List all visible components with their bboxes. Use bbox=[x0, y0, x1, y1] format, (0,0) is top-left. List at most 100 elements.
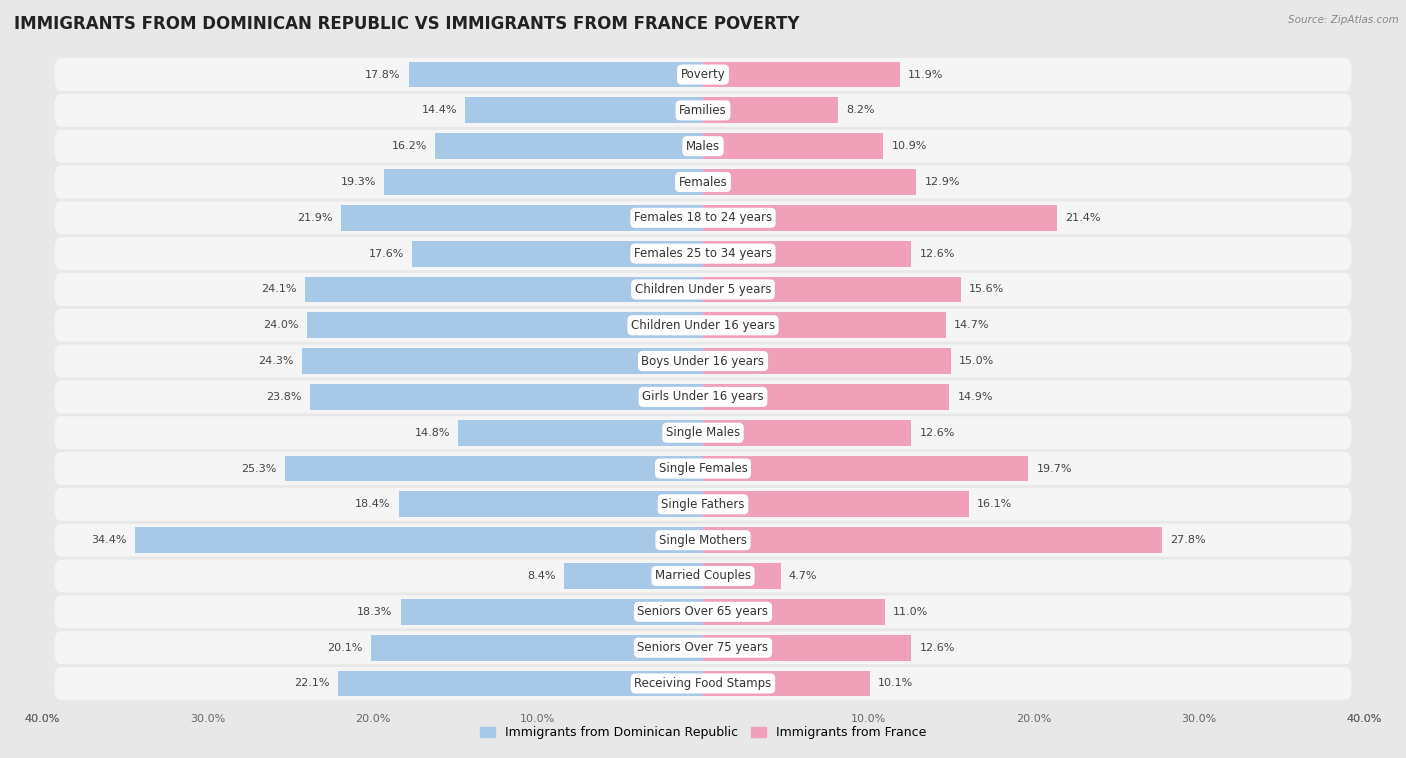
Text: Single Females: Single Females bbox=[658, 462, 748, 475]
Bar bbox=[409, 61, 703, 87]
Bar bbox=[337, 671, 703, 697]
Text: 18.4%: 18.4% bbox=[356, 500, 391, 509]
Bar bbox=[399, 491, 703, 517]
Text: Single Mothers: Single Mothers bbox=[659, 534, 747, 547]
Bar bbox=[703, 563, 780, 589]
FancyBboxPatch shape bbox=[55, 237, 1351, 270]
FancyBboxPatch shape bbox=[55, 94, 1351, 127]
Text: Married Couples: Married Couples bbox=[655, 569, 751, 582]
Legend: Immigrants from Dominican Republic, Immigrants from France: Immigrants from Dominican Republic, Immi… bbox=[475, 722, 931, 744]
Bar bbox=[703, 277, 960, 302]
Text: 8.2%: 8.2% bbox=[846, 105, 875, 115]
Text: 17.8%: 17.8% bbox=[366, 70, 401, 80]
Text: Seniors Over 75 years: Seniors Over 75 years bbox=[637, 641, 769, 654]
Bar bbox=[703, 456, 1028, 481]
Text: 12.6%: 12.6% bbox=[920, 249, 955, 258]
Text: Source: ZipAtlas.com: Source: ZipAtlas.com bbox=[1288, 15, 1399, 25]
FancyBboxPatch shape bbox=[55, 416, 1351, 449]
Text: 16.2%: 16.2% bbox=[392, 141, 427, 151]
Bar bbox=[458, 420, 703, 446]
FancyBboxPatch shape bbox=[55, 667, 1351, 700]
Text: 40.0%: 40.0% bbox=[1346, 714, 1382, 724]
Text: 22.1%: 22.1% bbox=[294, 678, 329, 688]
FancyBboxPatch shape bbox=[55, 130, 1351, 163]
Text: 23.8%: 23.8% bbox=[266, 392, 301, 402]
Bar bbox=[465, 98, 703, 124]
Bar bbox=[703, 348, 950, 374]
Text: 21.4%: 21.4% bbox=[1064, 213, 1101, 223]
Text: 21.9%: 21.9% bbox=[298, 213, 333, 223]
Text: 14.8%: 14.8% bbox=[415, 428, 450, 437]
Text: IMMIGRANTS FROM DOMINICAN REPUBLIC VS IMMIGRANTS FROM FRANCE POVERTY: IMMIGRANTS FROM DOMINICAN REPUBLIC VS IM… bbox=[14, 15, 800, 33]
Bar bbox=[703, 98, 838, 124]
Text: 4.7%: 4.7% bbox=[789, 571, 817, 581]
Text: 24.0%: 24.0% bbox=[263, 321, 298, 330]
FancyBboxPatch shape bbox=[55, 559, 1351, 593]
Text: 25.3%: 25.3% bbox=[242, 464, 277, 474]
Text: 15.6%: 15.6% bbox=[969, 284, 1004, 294]
Text: Children Under 5 years: Children Under 5 years bbox=[634, 283, 772, 296]
FancyBboxPatch shape bbox=[55, 595, 1351, 628]
FancyBboxPatch shape bbox=[55, 165, 1351, 199]
Text: Families: Families bbox=[679, 104, 727, 117]
Text: Receiving Food Stamps: Receiving Food Stamps bbox=[634, 677, 772, 690]
Bar bbox=[401, 599, 703, 625]
Text: 20.1%: 20.1% bbox=[328, 643, 363, 653]
Text: 17.6%: 17.6% bbox=[368, 249, 404, 258]
Bar bbox=[384, 169, 703, 195]
Bar bbox=[703, 599, 884, 625]
Bar bbox=[135, 528, 703, 553]
Bar bbox=[703, 312, 946, 338]
Text: 14.7%: 14.7% bbox=[955, 321, 990, 330]
Text: 19.7%: 19.7% bbox=[1036, 464, 1073, 474]
Bar bbox=[703, 528, 1163, 553]
Text: 8.4%: 8.4% bbox=[527, 571, 555, 581]
Text: 14.9%: 14.9% bbox=[957, 392, 993, 402]
Bar bbox=[301, 348, 703, 374]
Bar bbox=[412, 241, 703, 267]
Text: 12.6%: 12.6% bbox=[920, 428, 955, 437]
Text: 10.1%: 10.1% bbox=[879, 678, 914, 688]
Text: Females: Females bbox=[679, 176, 727, 189]
Text: 24.3%: 24.3% bbox=[257, 356, 294, 366]
Text: 40.0%: 40.0% bbox=[24, 714, 60, 724]
Text: 34.4%: 34.4% bbox=[91, 535, 127, 545]
Bar bbox=[703, 384, 949, 410]
Text: Children Under 16 years: Children Under 16 years bbox=[631, 319, 775, 332]
Bar bbox=[436, 133, 703, 159]
FancyBboxPatch shape bbox=[55, 524, 1351, 556]
Bar bbox=[703, 61, 900, 87]
Text: 11.0%: 11.0% bbox=[893, 607, 928, 617]
Bar bbox=[703, 241, 911, 267]
Text: Boys Under 16 years: Boys Under 16 years bbox=[641, 355, 765, 368]
FancyBboxPatch shape bbox=[55, 309, 1351, 342]
Text: Females 25 to 34 years: Females 25 to 34 years bbox=[634, 247, 772, 260]
Bar bbox=[703, 491, 969, 517]
Text: 15.0%: 15.0% bbox=[959, 356, 994, 366]
Bar bbox=[285, 456, 703, 481]
FancyBboxPatch shape bbox=[55, 631, 1351, 664]
Bar bbox=[703, 671, 870, 697]
Text: 19.3%: 19.3% bbox=[340, 177, 375, 187]
FancyBboxPatch shape bbox=[55, 345, 1351, 377]
Text: 11.9%: 11.9% bbox=[908, 70, 943, 80]
Bar bbox=[307, 312, 703, 338]
Text: Girls Under 16 years: Girls Under 16 years bbox=[643, 390, 763, 403]
Bar bbox=[371, 634, 703, 660]
FancyBboxPatch shape bbox=[55, 452, 1351, 485]
Bar bbox=[703, 420, 911, 446]
FancyBboxPatch shape bbox=[55, 488, 1351, 521]
Bar bbox=[309, 384, 703, 410]
Bar bbox=[305, 277, 703, 302]
Bar bbox=[564, 563, 703, 589]
Text: Single Fathers: Single Fathers bbox=[661, 498, 745, 511]
Text: 12.9%: 12.9% bbox=[924, 177, 960, 187]
Text: Poverty: Poverty bbox=[681, 68, 725, 81]
Text: Seniors Over 65 years: Seniors Over 65 years bbox=[637, 606, 769, 619]
FancyBboxPatch shape bbox=[55, 273, 1351, 306]
Text: 24.1%: 24.1% bbox=[262, 284, 297, 294]
FancyBboxPatch shape bbox=[55, 381, 1351, 413]
FancyBboxPatch shape bbox=[55, 58, 1351, 91]
Bar bbox=[342, 205, 703, 230]
Text: 27.8%: 27.8% bbox=[1171, 535, 1206, 545]
